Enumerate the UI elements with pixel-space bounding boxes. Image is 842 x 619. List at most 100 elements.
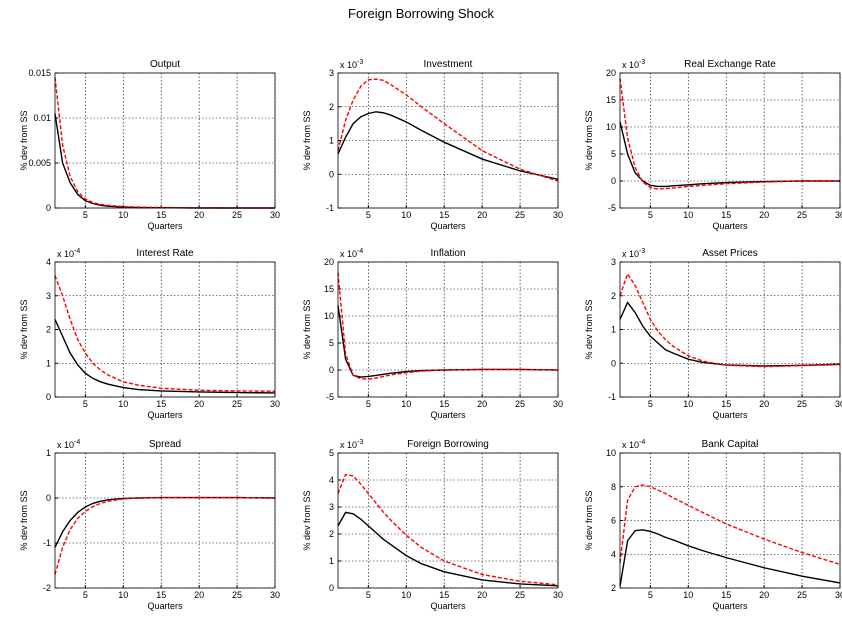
y-tick-label: -1	[43, 538, 51, 548]
x-tick-label: 10	[401, 210, 411, 220]
x-tick-label: 20	[759, 399, 769, 409]
y-tick-label: 2	[329, 529, 334, 539]
x-tick-label: 5	[648, 210, 653, 220]
y-tick-label: -5	[608, 203, 616, 213]
x-tick-label: 5	[648, 399, 653, 409]
y-tick-label: 10	[606, 448, 616, 458]
multiplier-exponent: -3	[357, 59, 363, 66]
y-tick-label: 4	[329, 475, 334, 485]
axes-frame	[619, 72, 841, 209]
subplot-title: Spread	[149, 439, 181, 450]
multiplier-exponent: -4	[639, 439, 645, 446]
line-series	[54, 496, 276, 575]
multiplier-base: x 10	[57, 249, 74, 259]
axes-frame	[54, 72, 276, 209]
x-tick-label: 30	[553, 210, 563, 220]
line-series	[619, 272, 841, 368]
line-series	[619, 78, 840, 190]
axes-frame	[337, 261, 559, 398]
y-tick-label: 15	[606, 95, 616, 105]
x-axis-label: Quarters	[712, 601, 748, 611]
x-tick-label: 15	[156, 590, 166, 600]
x-tick-label: 30	[553, 399, 563, 409]
x-tick-label: 25	[515, 210, 525, 220]
subplot-title: Inflation	[430, 248, 465, 259]
y-tick-label: -2	[43, 583, 51, 593]
y-tick-label: 10	[606, 122, 616, 132]
subplot-title: Investment	[424, 59, 473, 70]
y-tick-label: 0.01	[33, 113, 51, 123]
multiplier-base: x 10	[622, 60, 639, 70]
y-axis-label: % dev from SS	[19, 299, 29, 359]
axis-multiplier: x 10-3	[622, 59, 645, 70]
x-tick-label: 15	[721, 399, 731, 409]
y-tick-label: 0	[611, 176, 616, 186]
x-tick-label: 10	[118, 590, 128, 600]
plot-area	[55, 453, 275, 588]
x-tick-label: 10	[401, 399, 411, 409]
plot-area	[338, 453, 558, 588]
axis-multiplier: x 10-3	[340, 439, 363, 450]
y-tick-label: 1	[611, 325, 616, 335]
y-tick-label: 4	[46, 257, 51, 267]
subplot: 5 10 15 20 25 30 0 0.005 0.01 0.015 Output Quarters…	[19, 59, 280, 231]
multiplier-exponent: -3	[357, 439, 363, 446]
line-series	[337, 511, 559, 587]
axis-multiplier: x 10-4	[57, 439, 80, 450]
x-axis-label: Quarters	[430, 601, 466, 611]
x-tick-label: 30	[835, 210, 842, 220]
axes-frame	[54, 452, 276, 589]
subplot-title: Interest Rate	[136, 248, 194, 259]
y-tick-label: 0	[46, 392, 51, 402]
x-tick-label: 20	[477, 210, 487, 220]
multiplier-base: x 10	[340, 249, 357, 259]
x-tick-label: 10	[683, 590, 693, 600]
x-tick-label: 15	[721, 210, 731, 220]
x-tick-label: 15	[439, 210, 449, 220]
multiplier-base: x 10	[57, 440, 74, 450]
x-tick-label: 5	[366, 210, 371, 220]
x-tick-label: 30	[835, 590, 842, 600]
multiplier-exponent: -3	[639, 59, 645, 66]
y-tick-label: 3	[46, 291, 51, 301]
multiplier-exponent: -4	[74, 439, 80, 446]
x-tick-label: 25	[515, 399, 525, 409]
y-tick-label: 3	[329, 68, 334, 78]
line-series	[619, 529, 841, 587]
y-axis-label: % dev from SS	[584, 490, 594, 550]
y-tick-label: -5	[326, 392, 334, 402]
y-tick-label: 2	[329, 102, 334, 112]
x-tick-label: 10	[683, 210, 693, 220]
axis-multiplier: x 10-4	[340, 248, 363, 259]
x-tick-label: 30	[553, 590, 563, 600]
y-tick-label: 8	[611, 482, 616, 492]
x-tick-label: 5	[83, 590, 88, 600]
x-tick-label: 15	[439, 590, 449, 600]
x-axis-label: Quarters	[712, 410, 748, 420]
subplot-title: Real Exchange Rate	[684, 59, 776, 70]
y-axis-label: % dev from SS	[584, 110, 594, 170]
x-tick-label: 30	[270, 590, 280, 600]
x-tick-label: 20	[477, 399, 487, 409]
x-tick-label: 20	[759, 210, 769, 220]
x-tick-label: 25	[797, 210, 807, 220]
x-tick-label: 25	[232, 590, 242, 600]
subplot-title: Output	[150, 59, 180, 70]
subplot: 5 10 15 20 25 30 -5 0 5 10 15 20 Real Exchange Rate Q…	[584, 59, 842, 231]
x-tick-label: 25	[797, 590, 807, 600]
x-tick-label: 10	[401, 590, 411, 600]
subplot: 5 10 15 20 25 30 -1 0 1 2 3 Investment Quarters % dev…	[302, 59, 563, 231]
y-tick-label: 20	[324, 257, 334, 267]
line-series	[54, 319, 276, 394]
line-series	[337, 78, 559, 182]
y-tick-label: 6	[611, 516, 616, 526]
y-tick-label: 0	[46, 203, 51, 213]
figure-title: Foreign Borrowing Shock	[348, 6, 494, 21]
axis-multiplier: x 10-4	[622, 439, 645, 450]
x-tick-label: 5	[83, 210, 88, 220]
y-tick-label: 0	[329, 169, 334, 179]
y-tick-label: 5	[329, 338, 334, 348]
y-tick-label: 2	[611, 291, 616, 301]
x-tick-label: 30	[270, 399, 280, 409]
